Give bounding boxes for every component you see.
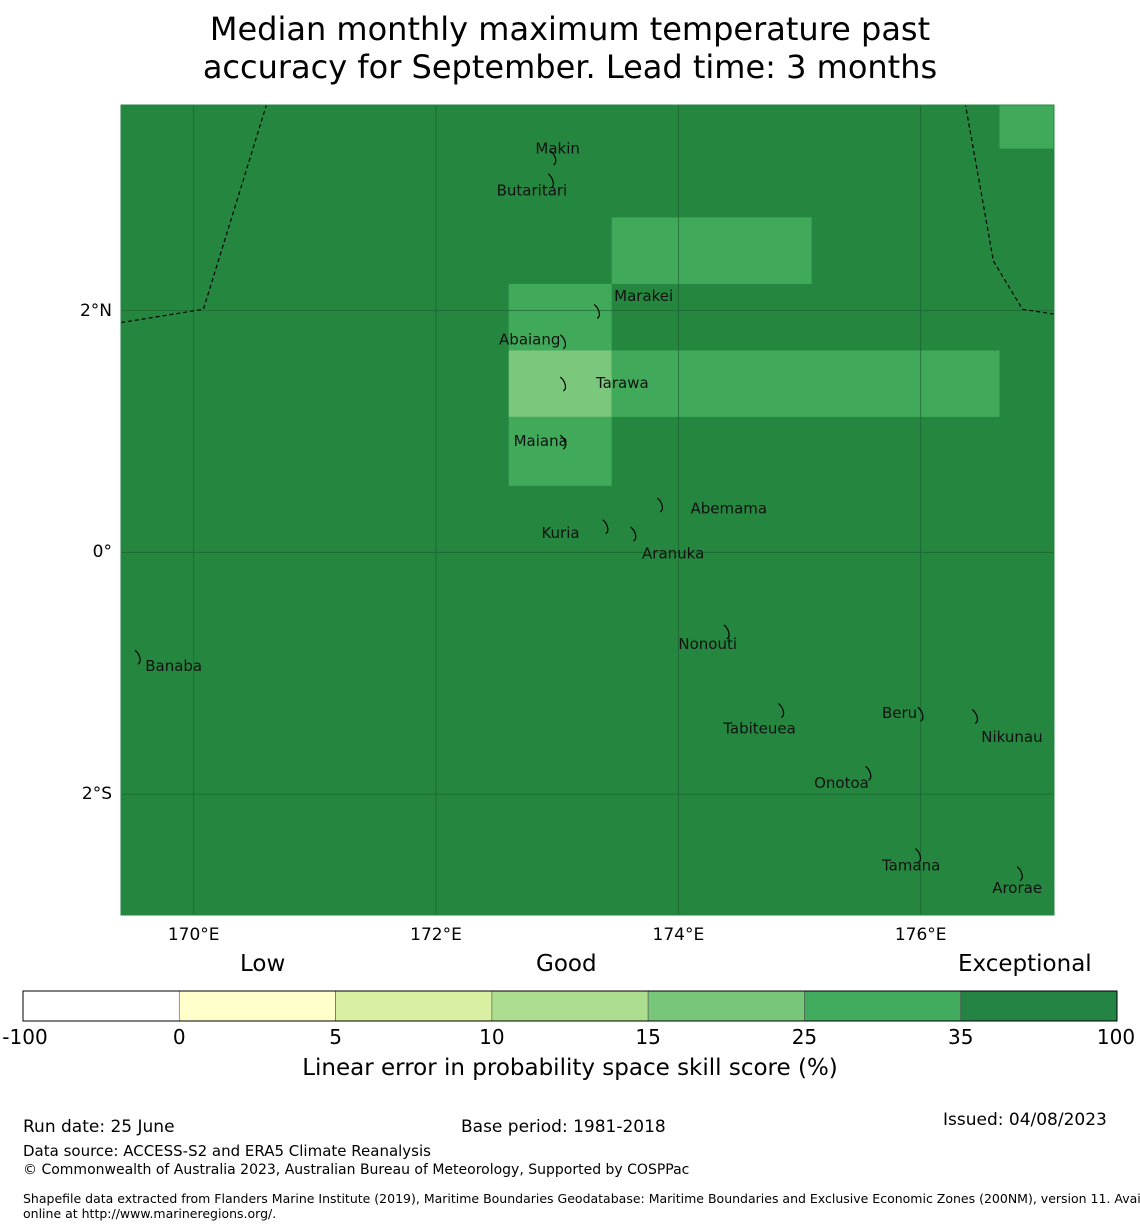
island-outline-aranuka [630, 526, 637, 542]
island-outline-tabiteuea [777, 702, 785, 718]
island-outline-abaiang [559, 334, 567, 350]
skill-cell-2 [611, 217, 812, 284]
map-frame [120, 104, 1055, 916]
colorbar-title: Linear error in probability space skill … [302, 1055, 838, 1081]
colorbar-segment-1 [22, 990, 180, 1022]
y-tick-label: 2°N [79, 300, 112, 321]
colorbar-segment-2 [178, 990, 336, 1022]
run-date: Run date: 25 June [23, 1117, 175, 1137]
map-area: Makin Butaritari Marakei Abaiang Tarawa Maian… [120, 104, 1055, 916]
map-background [121, 105, 1054, 915]
island-outline-nikunau [971, 709, 979, 725]
base-period: Base period: 1981-2018 [461, 1117, 666, 1137]
island-outline-marakei [593, 304, 601, 320]
island-label-onotoa: Onotoa [814, 774, 869, 792]
x-tick-label: 176°E [894, 925, 947, 945]
island-label-tabiteuea: Tabiteuea [722, 720, 796, 738]
island-outline-abemama [656, 497, 664, 513]
island-outline-makin [550, 150, 557, 166]
island-label-beru: Beru [882, 704, 917, 722]
copyright: © Commonwealth of Australia 2023, Austra… [23, 1162, 690, 1178]
island-label-nonouti: Nonouti [678, 635, 737, 653]
colorbar-label-good: Good [536, 951, 597, 977]
eez-boundary-1 [120, 104, 267, 324]
island-outline-butaritari [547, 173, 554, 189]
issued-date: Issued: 04/08/2023 [943, 1110, 1107, 1130]
island-outline-maiana [559, 434, 567, 450]
island-label-abaiang: Abaiang [499, 330, 560, 348]
colorbar-frame [22, 990, 1118, 1022]
colorbar-tick-label: -100 [2, 1025, 48, 1049]
colorbar-segment-6 [804, 990, 962, 1022]
x-tick-label: 174°E [652, 925, 705, 945]
y-tick-label: 2°S [81, 784, 112, 805]
colorbar-tick-label: 100 [1096, 1025, 1136, 1049]
title-line-1: Median monthly maximum temperature past [209, 10, 931, 48]
colorbar-tick-label: 5 [329, 1025, 342, 1049]
skill-cell-1 [999, 105, 1054, 149]
colorbar-segment-3 [335, 990, 493, 1022]
island-label-marakei: Marakei [614, 287, 673, 305]
colorbar-label-low: Low [240, 951, 286, 977]
island-label-butaritari: Butaritari [497, 182, 568, 200]
island-outline-onotoa [865, 765, 872, 781]
shapefile-credit-line-1: Shapefile data extracted from Flanders M… [23, 1191, 1140, 1206]
skill-cell-5 [611, 350, 1000, 417]
eez-boundary-2 [964, 104, 1055, 315]
island-outline-nonouti [723, 624, 730, 640]
colorbar [22, 990, 1118, 1022]
island-outline-tarawa [559, 376, 567, 392]
island-outline-kuria [602, 519, 609, 535]
colorbar-tick-label: 0 [172, 1025, 186, 1049]
colorbar-tick-label: 10 [479, 1025, 505, 1049]
colorbar-tick-label: 35 [947, 1025, 974, 1049]
island-label-maiana: Maiana [514, 432, 568, 450]
skill-cell-4 [508, 350, 612, 417]
chart-title: Median monthly maximum temperature past … [0, 10, 1140, 86]
island-label-nikunau: Nikunau [981, 728, 1042, 746]
colorbar-label-exceptional: Exceptional [958, 951, 1092, 977]
island-outline-beru [917, 706, 924, 722]
x-tick-label: 170°E [167, 925, 220, 945]
colorbar-tick-label: 15 [635, 1025, 661, 1049]
skill-cell-6 [508, 416, 612, 486]
shapefile-credit-line-2: online at http://www.marineregions.org/. [23, 1206, 277, 1221]
x-tick-label: 172°E [410, 925, 462, 945]
data-source: Data source: ACCESS-S2 and ERA5 Climate … [23, 1142, 431, 1160]
colorbar-segment-5 [647, 990, 805, 1022]
colorbar-segment-4 [491, 990, 649, 1022]
island-outline-banaba [134, 649, 141, 665]
y-tick-label: 0° [92, 542, 112, 563]
island-label-aranuka: Aranuka [642, 544, 704, 562]
island-label-kuria: Kuria [541, 524, 579, 542]
island-label-banaba: Banaba [145, 657, 202, 675]
island-outline-arorae [1016, 866, 1023, 882]
island-label-tarawa: Tarawa [595, 374, 649, 392]
colorbar-segment-7 [960, 990, 1118, 1022]
island-outline-tamana [914, 848, 922, 864]
skill-cell-3 [508, 283, 612, 351]
island-label-makin: Makin [535, 139, 580, 157]
island-label-tamana: Tamana [881, 856, 940, 874]
island-label-arorae: Arorae [992, 879, 1042, 897]
title-line-2: accuracy for September. Lead time: 3 mon… [202, 48, 938, 86]
island-label-abemama: Abemama [690, 500, 767, 518]
colorbar-tick-label: 25 [791, 1025, 818, 1049]
